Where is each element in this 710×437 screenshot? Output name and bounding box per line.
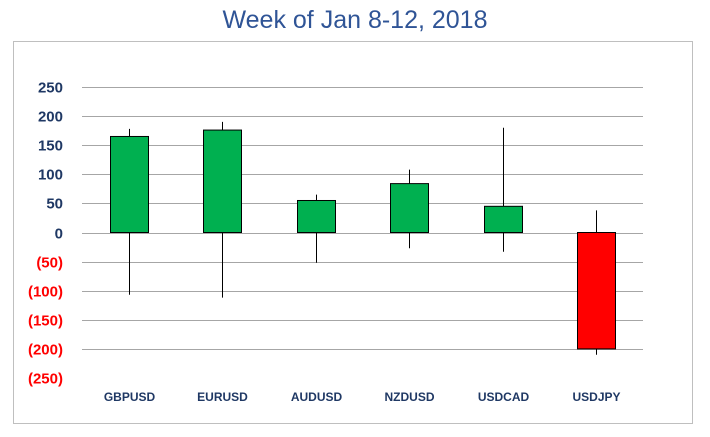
y-tick-label: 0 xyxy=(55,226,63,243)
candles xyxy=(110,121,616,355)
candle-gbpusd xyxy=(110,128,149,295)
y-tick-label: (100) xyxy=(28,284,63,301)
candle-body xyxy=(110,135,149,233)
y-tick-label: (250) xyxy=(28,371,63,388)
chart-frame xyxy=(13,41,693,424)
x-tick-label: EURUSD xyxy=(197,390,248,404)
x-tick-label: GBPUSD xyxy=(104,390,156,404)
y-tick-label: (200) xyxy=(28,342,63,359)
y-tick-label: 200 xyxy=(38,109,63,126)
y-tick-label: 150 xyxy=(38,138,63,155)
candle-body xyxy=(577,232,616,350)
x-tick-label: AUDUSD xyxy=(291,390,343,404)
candle-audusd xyxy=(297,194,336,263)
candle-body xyxy=(390,183,429,233)
y-tick-label: 250 xyxy=(38,80,63,97)
candle-body xyxy=(484,205,523,233)
x-axis-tick-labels: GBPUSD EURUSD AUDUSD NZDUSD USDCAD USDJPY xyxy=(104,390,621,404)
x-tick-label: USDCAD xyxy=(478,390,530,404)
candle-nzdusd xyxy=(390,169,429,249)
candle-body xyxy=(203,129,242,233)
gridlines xyxy=(82,87,643,350)
y-axis-tick-labels: 250 200 150 100 50 0 (50) (100) (150) (200) (250) xyxy=(28,80,63,388)
candle-body xyxy=(297,199,336,234)
y-tick-label: (150) xyxy=(28,313,63,330)
y-tick-label: 50 xyxy=(46,196,63,213)
x-tick-label: USDJPY xyxy=(572,390,620,404)
chart-title: Week of Jan 8-12, 2018 xyxy=(222,6,488,34)
candle-eurusd xyxy=(203,121,242,298)
y-tick-label: (50) xyxy=(36,255,63,272)
candle-usdcad xyxy=(484,127,523,252)
y-tick-label: 100 xyxy=(38,167,63,184)
x-tick-label: NZDUSD xyxy=(385,390,435,404)
candle-usdjpy xyxy=(577,210,616,355)
